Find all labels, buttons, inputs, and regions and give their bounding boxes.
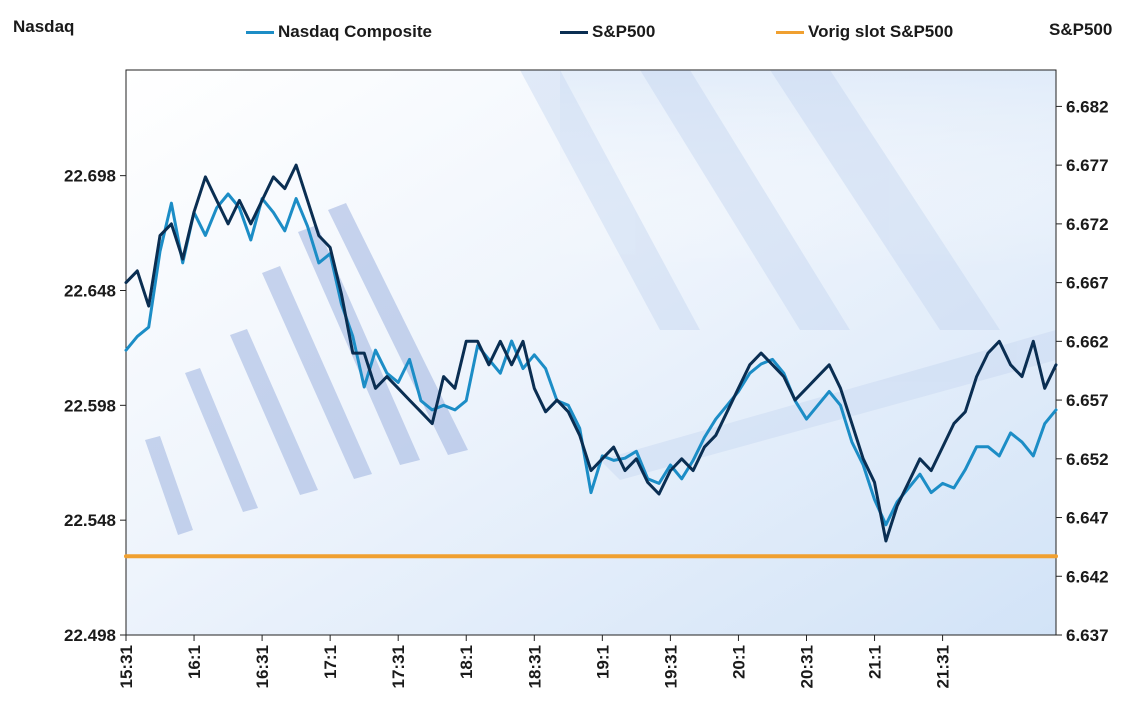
decor-streak — [640, 70, 850, 330]
plot-background — [126, 70, 1056, 635]
legend-label-nasdaq: Nasdaq Composite — [278, 22, 432, 41]
decor-bar — [185, 368, 258, 512]
legend-item-nasdaq: Nasdaq Composite — [246, 22, 432, 42]
decor-bar — [328, 203, 468, 455]
y-right-tick-label: 6.672 — [1066, 215, 1109, 234]
legend-swatch-sp500 — [560, 30, 588, 34]
x-tick-label: 19:1 — [593, 645, 612, 679]
y-left-tick-label: 22.498 — [64, 626, 116, 645]
axes-layer: 22.498 22.548 22.598 22.648 22.698 6.637 6.642… — [64, 97, 1109, 688]
decor-bar — [230, 329, 318, 495]
decor-streak — [520, 70, 700, 330]
x-tick-label: 17:31 — [389, 645, 408, 688]
series-layer — [124, 163, 1058, 559]
decor-bar — [262, 266, 372, 479]
y-right-tick-label: 6.647 — [1066, 509, 1109, 528]
x-tick-label: 15:31 — [117, 645, 136, 688]
decor-streak — [770, 70, 1000, 330]
y-left-tick-label: 22.698 — [64, 167, 116, 186]
y-axis-right-title: S&P500 — [1049, 20, 1113, 39]
legend-swatch-nasdaq — [246, 30, 274, 34]
y-left-tick-label: 22.598 — [64, 396, 116, 415]
y-right-tick-label: 6.667 — [1066, 274, 1109, 293]
x-tick-label: 17:1 — [321, 645, 340, 679]
x-tick-label: 21:31 — [934, 645, 953, 688]
x-tick-label: 20:31 — [797, 645, 816, 688]
y-right-tick-label: 6.677 — [1066, 156, 1109, 175]
y-left-tick-label: 22.648 — [64, 281, 116, 300]
y-right-tick-label: 6.642 — [1066, 567, 1109, 586]
y-right-tick-label: 6.637 — [1066, 626, 1109, 645]
legend-label-sp500: S&P500 — [592, 22, 656, 41]
x-tick-label: 16:1 — [185, 645, 204, 679]
y-left-tick-label: 22.548 — [64, 511, 116, 530]
y-right-tick-label: 6.662 — [1066, 332, 1109, 351]
x-tick-label: 18:31 — [525, 645, 544, 688]
legend-label-prev-close: Vorig slot S&P500 — [808, 22, 954, 41]
y-right-tick-label: 6.682 — [1066, 97, 1109, 116]
y-right-tick-label: 6.652 — [1066, 450, 1109, 469]
x-tick-label: 18:1 — [457, 645, 476, 679]
series-line-sp500 — [124, 163, 1058, 543]
legend-swatch-prev-close — [776, 30, 804, 34]
decor-bar — [298, 225, 420, 465]
decor-bar — [145, 436, 193, 535]
legend-item-sp500: S&P500 — [560, 22, 655, 42]
legend: Nasdaq Composite S&P500 Vorig slot S&P50… — [0, 22, 1145, 46]
y-right-tick-label: 6.657 — [1066, 391, 1109, 410]
plot-border — [125, 69, 1057, 636]
legend-item-prev-close: Vorig slot S&P500 — [776, 22, 953, 42]
x-tick-label: 19:31 — [661, 645, 680, 688]
plot-frame — [125, 69, 1057, 636]
decorative-bars — [145, 203, 468, 535]
decorative-streaks — [520, 70, 1056, 480]
x-tick-label: 21:1 — [866, 645, 885, 679]
x-tick-label: 16:31 — [253, 645, 272, 688]
y-axis-left-title: Nasdaq — [13, 17, 75, 36]
x-tick-label: 20:1 — [729, 645, 748, 679]
decor-streak — [600, 330, 1056, 480]
